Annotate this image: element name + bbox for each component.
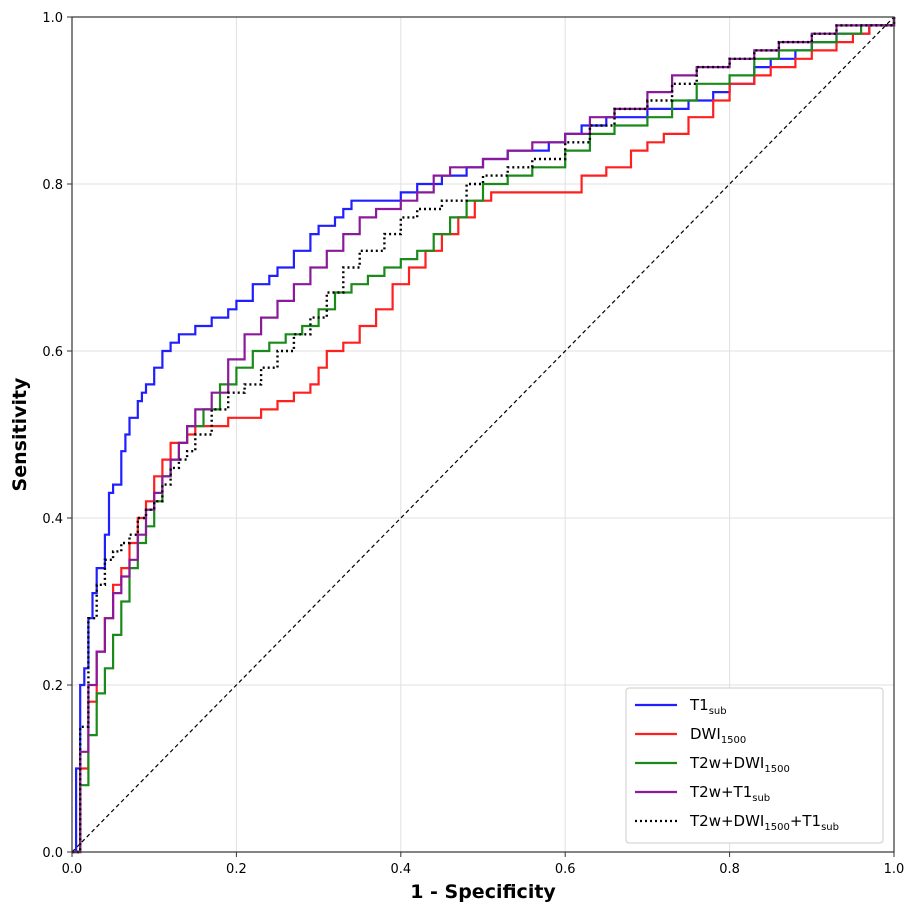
y-axis-ticks: 0.0 0.2 0.4 0.6 0.8 1.0 (42, 11, 72, 861)
y-tick-label: 0.0 (42, 846, 63, 861)
legend-label-name: T1 (689, 696, 709, 714)
legend: T1subDWI1500T2w+DWI1500T2w+T1subT2w+DWI1… (625, 687, 884, 844)
y-tick-label: 1.0 (42, 11, 63, 26)
y-tick-label: 0.2 (42, 679, 63, 694)
legend-label-name-sub: 1500 (764, 822, 789, 833)
x-tick-label: 1.0 (884, 862, 905, 877)
legend-label-2: T2w+DWI1500 (689, 754, 790, 775)
legend-label-name-sub: sub (752, 793, 770, 804)
legend-label-1: DWI1500 (690, 725, 746, 746)
y-tick-label: 0.8 (42, 178, 63, 193)
legend-label-name-sub: sub (709, 706, 727, 717)
legend-label-0: T1sub (689, 696, 727, 717)
series-lines (72, 17, 896, 854)
x-axis-title: 1 - Specificity (410, 881, 556, 903)
series-line-3 (72, 17, 896, 854)
legend-label-name-sub: 1500 (764, 764, 789, 775)
y-tick-label: 0.6 (42, 345, 63, 360)
legend-label-name: T2w+DWI (689, 812, 764, 830)
legend-label-3: T2w+T1sub (689, 783, 770, 804)
x-tick-label: 0.2 (226, 862, 247, 877)
x-tick-label: 0.4 (390, 862, 411, 877)
plot-frame (71, 16, 895, 853)
legend-box (625, 687, 884, 844)
legend-label-name-suffix-sub: sub (821, 822, 839, 833)
legend-label-name: DWI (690, 725, 721, 743)
legend-label-name-sub: 1500 (721, 735, 746, 746)
y-axis-title: Sensitivity (9, 377, 31, 491)
legend-label-4: T2w+DWI1500+T1sub (689, 812, 839, 833)
reference-line-group (71, 16, 895, 853)
legend-label-name-suffix: +T1 (790, 812, 821, 830)
x-axis-ticks: 0.0 0.2 0.4 0.6 0.8 1.0 (62, 852, 905, 877)
x-tick-label: 0.8 (719, 862, 740, 877)
legend-label-name: T2w+T1 (689, 783, 752, 801)
legend-label-name: T2w+DWI (689, 754, 764, 772)
chance-reference-line (71, 16, 895, 853)
x-tick-label: 0.0 (62, 862, 83, 877)
x-tick-label: 0.6 (555, 862, 576, 877)
series-line-4 (72, 17, 896, 854)
y-tick-label: 0.4 (42, 512, 63, 527)
